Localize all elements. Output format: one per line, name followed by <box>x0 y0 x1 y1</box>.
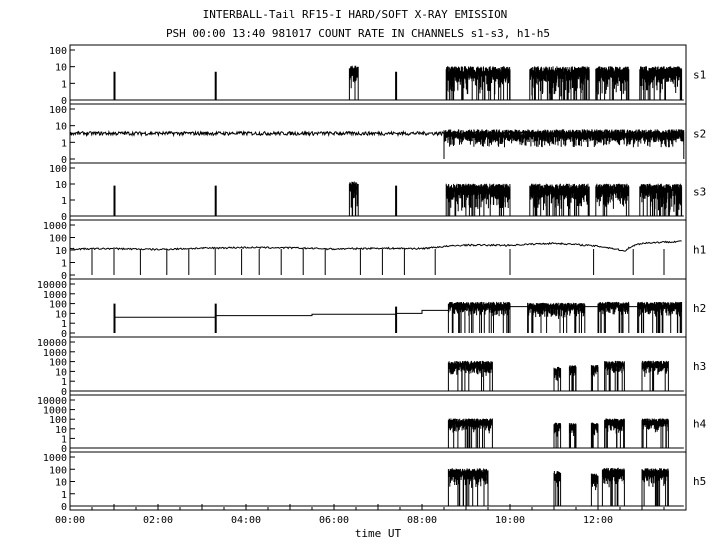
channel-label: h4 <box>693 418 707 431</box>
y-tick-label: 1 <box>61 490 67 501</box>
trace-s3 <box>70 181 684 217</box>
y-tick-label: 0 <box>61 502 67 513</box>
channel-label: h3 <box>693 360 706 373</box>
y-tick-label: 0 <box>61 444 67 455</box>
y-tick-label: 1 <box>61 259 67 270</box>
y-tick-label: 10000 <box>37 280 67 291</box>
x-tick-label: 08:00 <box>407 515 437 526</box>
y-tick-label: 100 <box>49 358 67 369</box>
panel-s3: 0 1 10 100 s3 <box>49 162 706 223</box>
y-tick-label: 10 <box>55 246 67 257</box>
y-tick-label: 100 <box>49 105 67 116</box>
trace-h1 <box>69 240 682 275</box>
x-axis-label: time UT <box>355 527 402 540</box>
y-tick-label: 10 <box>55 122 67 133</box>
y-tick-label: 0 <box>61 329 67 340</box>
channel-label: s3 <box>693 186 706 199</box>
channel-label: h2 <box>693 302 706 315</box>
y-tick-label: 10000 <box>37 396 67 407</box>
panel-s1: 0 1 10 100 s1 <box>49 44 706 107</box>
y-tick-label: 10 <box>55 63 67 74</box>
y-tick-label: 10 <box>55 309 67 320</box>
y-tick-label: 10 <box>55 367 67 378</box>
chart-subtitle: PSH 00:00 13:40 981017 COUNT RATE IN CHA… <box>166 27 550 40</box>
y-tick-label: 100 <box>49 465 67 476</box>
y-tick-label: 1000 <box>43 348 67 359</box>
trace-h4 <box>70 418 684 449</box>
y-tick-label: 1 <box>61 79 67 90</box>
y-tick-label: 100 <box>49 415 67 426</box>
y-tick-label: 1 <box>61 434 67 445</box>
y-tick-label: 100 <box>49 234 67 245</box>
y-tick-label: 0 <box>61 96 67 107</box>
y-tick-label: 10 <box>55 425 67 436</box>
channel-label: s1 <box>693 69 706 82</box>
trace-h3 <box>70 360 684 392</box>
y-tick-label: 0 <box>61 271 67 282</box>
y-tick-label: 1 <box>61 138 67 149</box>
y-tick-label: 0 <box>61 212 67 223</box>
y-tick-label: 10 <box>55 180 67 191</box>
channel-label: s2 <box>693 128 706 141</box>
x-tick-label: 06:00 <box>319 515 349 526</box>
panel-frame <box>69 278 687 338</box>
trace-s1 <box>70 65 684 101</box>
y-tick-label: 100 <box>49 46 67 57</box>
panel-stack: 0110100s10110100s20110100s301101001000h1… <box>37 44 707 513</box>
y-tick-label: 1000 <box>43 290 67 301</box>
trace-h2 <box>113 301 683 333</box>
y-tick-label: 1000 <box>43 221 67 232</box>
x-tick-label: 10:00 <box>495 515 525 526</box>
x-tick-label: 04:00 <box>231 515 261 526</box>
panel-s2: 0 1 10 100 s2 <box>49 103 706 166</box>
y-tick-label: 0 <box>61 155 67 166</box>
x-tick-label: 12:00 <box>583 515 613 526</box>
time-axis: 00:00 02:00 04:00 06:00 08:00 10:00 12:00 <box>55 504 687 526</box>
y-tick-label: 1000 <box>43 453 67 464</box>
y-tick-label: 0 <box>61 387 67 398</box>
trace-h5 <box>70 467 684 507</box>
trace-s2 <box>69 129 685 159</box>
y-tick-label: 100 <box>49 300 67 311</box>
channel-label: h1 <box>693 244 706 257</box>
panel-frame <box>69 162 687 221</box>
y-tick-label: 10000 <box>37 338 67 349</box>
y-tick-label: 1 <box>61 196 67 207</box>
panel-frame <box>69 44 687 105</box>
y-tick-label: 1000 <box>43 406 67 417</box>
channel-label: h5 <box>693 475 706 488</box>
y-tick-label: 1 <box>61 319 67 330</box>
y-tick-label: 10 <box>55 478 67 489</box>
y-tick-label: 1 <box>61 377 67 388</box>
y-tick-label: 100 <box>49 164 67 175</box>
chart-title: INTERBALL-Tail RF15-I HARD/SOFT X-RAY EM… <box>203 8 508 21</box>
x-tick-label: 00:00 <box>55 515 85 526</box>
x-tick-label: 02:00 <box>143 515 173 526</box>
